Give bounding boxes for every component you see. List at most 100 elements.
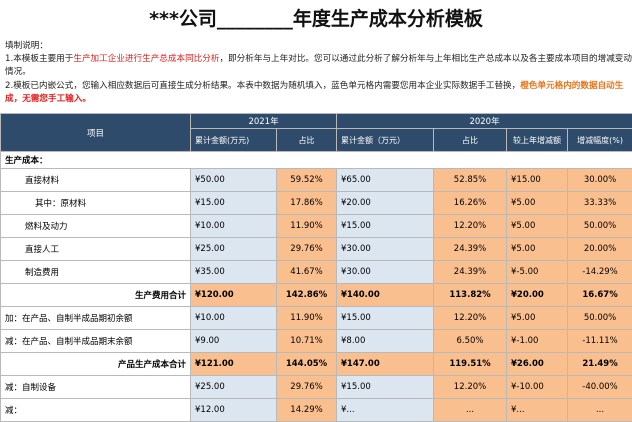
cell-rate: -11.11% xyxy=(568,330,632,353)
header-sub: 累计金额（万元） xyxy=(337,129,434,152)
table-row: 减：在产品、自制半成品期末余额 ¥9.00 10.71% ¥8.00 6.50%… xyxy=(1,330,632,353)
table-row: 直接材料 ¥50.00 59.52% ¥65.00 52.85% ¥15.00 … xyxy=(1,169,632,192)
cell-p2: 119.51% xyxy=(434,353,507,376)
cell-rate: 50.00% xyxy=(568,307,632,330)
cell-v2[interactable]: ¥30.00 xyxy=(337,238,434,261)
cell-v2[interactable]: ¥15.00 xyxy=(337,215,434,238)
cell-diff: ¥-5.00 xyxy=(507,261,568,284)
cell-diff: ¥5.00 xyxy=(507,192,568,215)
header-sub: 较上年增减额 xyxy=(507,129,568,152)
cell-p1: 11.90% xyxy=(277,215,337,238)
cell-v1[interactable]: ¥12.00 xyxy=(191,399,277,422)
cell-v1: ¥121.00 xyxy=(191,353,277,376)
cell-v1[interactable]: ¥9.00 xyxy=(191,330,277,353)
notes-line1-b: ，即分析年与上年对比。您可以通过此分析了解分析年与上年相比生产总成本以及各主要成… xyxy=(219,54,632,64)
header-year2: 2020年 xyxy=(337,114,632,129)
notes-line1-a: 1.本模板主要用于 xyxy=(5,54,73,64)
table-row: 减：自制设备 ¥25.00 29.76% ¥15.00 12.20% ¥-10.… xyxy=(1,376,632,399)
header-sub: 增减幅度(%) xyxy=(568,129,632,152)
cell-v1[interactable]: ¥25.00 xyxy=(191,376,277,399)
cell-v1[interactable]: ¥25.00 xyxy=(191,238,277,261)
cell-rate: -14.29% xyxy=(568,261,632,284)
header-sub: 累计金额(万元) xyxy=(191,129,277,152)
cell-p2: 12.20% xyxy=(434,215,507,238)
cell-p2: 24.39% xyxy=(434,261,507,284)
cell-p1: 17.86% xyxy=(277,192,337,215)
cell-v2[interactable]: ¥8.00 xyxy=(337,330,434,353)
cell-diff: ¥26.00 xyxy=(507,353,568,376)
row-label: 其中：原材料 xyxy=(1,192,191,215)
cell-p1: 41.67% xyxy=(277,261,337,284)
cell-p1: 29.76% xyxy=(277,376,337,399)
cell-p1: 142.86% xyxy=(277,284,337,307)
cell-p1: 59.52% xyxy=(277,169,337,192)
notes-line1c: 情况。 xyxy=(5,66,629,79)
cell-v2[interactable]: ¥20.00 xyxy=(337,192,434,215)
notes-line2-a: 2.模板已内嵌公式，您输入相应数据后可直接生成分析结果。本表中数据为随机填入，蓝… xyxy=(5,81,520,91)
cell-v1[interactable]: ¥15.00 xyxy=(191,192,277,215)
row-label: 产品生产成本合计 xyxy=(1,353,191,376)
cell-rate: -40.00% xyxy=(568,376,632,399)
table-row-total: 生产费用合计 ¥120.00 142.86% ¥140.00 113.82% ¥… xyxy=(1,284,632,307)
cost-table: 项目 2021年 2020年 累计金额(万元) 占比 累计金额（万元） 占比 较… xyxy=(0,113,632,422)
cell-p2: 12.20% xyxy=(434,376,507,399)
cell-v2[interactable]: ¥65.00 xyxy=(337,169,434,192)
cell-v2: ¥147.00 xyxy=(337,353,434,376)
row-label: 减：在产品、自制半成品期末余额 xyxy=(1,330,191,353)
cell-p2: 16.26% xyxy=(434,192,507,215)
cell-p2: 52.85% xyxy=(434,169,507,192)
row-label: 直接人工 xyxy=(1,238,191,261)
table-row: 制造费用 ¥35.00 41.67% ¥30.00 24.39% ¥-5.00 … xyxy=(1,261,632,284)
cell-diff: ¥5.00 xyxy=(507,215,568,238)
header-year1: 2021年 xyxy=(191,114,337,129)
notes-line1: 1.本模板主要用于生产加工企业进行生产总成本同比分析，即分析年与上年对比。您可以… xyxy=(5,53,629,66)
row-label: 直接材料 xyxy=(1,169,191,192)
cell-diff: ¥... xyxy=(507,399,568,422)
cell-v2: ¥140.00 xyxy=(337,284,434,307)
cell-rate: 33.33% xyxy=(568,192,632,215)
cell-v2[interactable]: ¥30.00 xyxy=(337,261,434,284)
cell-p2: 113.82% xyxy=(434,284,507,307)
cell-v1[interactable]: ¥10.00 xyxy=(191,307,277,330)
notes-line2-orange: 橙色单元格内的数据自动生 xyxy=(520,81,623,91)
cell-p1: 11.90% xyxy=(277,307,337,330)
cell-p2: ... xyxy=(434,399,507,422)
table-row: 加：在产品、自制半成品期初余额 ¥10.00 11.90% ¥15.00 12.… xyxy=(1,307,632,330)
cell-p2: 24.39% xyxy=(434,238,507,261)
cell-v1[interactable]: ¥10.00 xyxy=(191,215,277,238)
table-row-total: 产品生产成本合计 ¥121.00 144.05% ¥147.00 119.51%… xyxy=(1,353,632,376)
cell-v1[interactable]: ¥50.00 xyxy=(191,169,277,192)
table-row: 燃料及动力 ¥10.00 11.90% ¥15.00 12.20% ¥5.00 … xyxy=(1,215,632,238)
cell-diff: ¥20.00 xyxy=(507,284,568,307)
notes-line2: 2.模板已内嵌公式，您输入相应数据后可直接生成分析结果。本表中数据为随机填入，蓝… xyxy=(5,80,629,93)
table-row: 减： ¥12.00 14.29% ¥... ... ¥... ... xyxy=(1,399,632,422)
page-title: ***公司________年度生产成本分析模板 xyxy=(0,0,632,38)
section-label: 生产成本： xyxy=(1,152,632,169)
cell-v1: ¥120.00 xyxy=(191,284,277,307)
notes-heading: 填制说明： xyxy=(5,40,629,53)
cell-rate: 30.00% xyxy=(568,169,632,192)
table-row: 其中：原材料 ¥15.00 17.86% ¥20.00 16.26% ¥5.00… xyxy=(1,192,632,215)
cell-p2: 6.50% xyxy=(434,330,507,353)
cell-diff: ¥-1.00 xyxy=(507,330,568,353)
cell-diff: ¥-10.00 xyxy=(507,376,568,399)
cell-p1: 10.71% xyxy=(277,330,337,353)
cell-v2[interactable]: ¥... xyxy=(337,399,434,422)
cell-rate: ... xyxy=(568,399,632,422)
table-row: 直接人工 ¥25.00 29.76% ¥30.00 24.39% ¥5.00 2… xyxy=(1,238,632,261)
cell-rate: 16.67% xyxy=(568,284,632,307)
notes-line2-red: 成，无需您手工输入。 xyxy=(5,93,629,106)
notes-line1-red: 生产加工企业进行生产总成本同比分析 xyxy=(73,54,219,64)
cell-v2[interactable]: ¥15.00 xyxy=(337,376,434,399)
cell-p1: 14.29% xyxy=(277,399,337,422)
row-label: 减： xyxy=(1,399,191,422)
cell-p1: 144.05% xyxy=(277,353,337,376)
row-label: 加：在产品、自制半成品期初余额 xyxy=(1,307,191,330)
cell-v2[interactable]: ¥15.00 xyxy=(337,307,434,330)
row-label: 减：自制设备 xyxy=(1,376,191,399)
cell-rate: 50.00% xyxy=(568,215,632,238)
instructions: 填制说明： 1.本模板主要用于生产加工企业进行生产总成本同比分析，即分析年与上年… xyxy=(5,40,629,106)
cell-v1[interactable]: ¥35.00 xyxy=(191,261,277,284)
row-label: 制造费用 xyxy=(1,261,191,284)
cell-diff: ¥15.00 xyxy=(507,169,568,192)
